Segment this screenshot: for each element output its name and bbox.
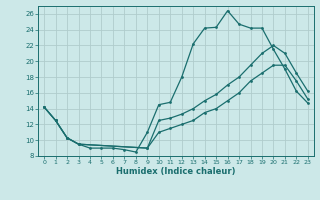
X-axis label: Humidex (Indice chaleur): Humidex (Indice chaleur) <box>116 167 236 176</box>
